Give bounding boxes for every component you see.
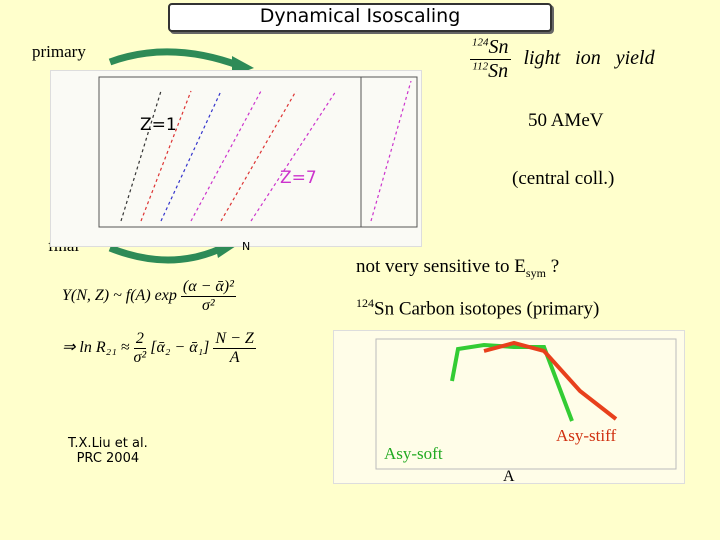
reference: T.X.Liu et al. PRC 2004 <box>68 436 148 466</box>
element: Sn <box>488 36 509 58</box>
denominator: A <box>229 349 240 366</box>
ratio-text: light ion yield <box>523 47 655 70</box>
asy-soft-label: Asy-soft <box>384 444 443 463</box>
x-axis-label: A <box>503 468 515 485</box>
mass: 124 <box>356 296 374 310</box>
bottom-chart-title: 124Sn Carbon isotopes (primary) <box>356 296 599 320</box>
bottom-plot <box>375 338 677 470</box>
z-low: Z=1 <box>140 115 177 135</box>
denominator: σ² <box>202 297 215 314</box>
subscript: sym <box>525 265 546 280</box>
mass: 112 <box>472 60 489 73</box>
asy-stiff-label: Asy-stiff <box>556 426 617 445</box>
asy-soft-line <box>450 342 574 422</box>
title: Sn Carbon isotopes (primary) <box>374 298 600 320</box>
mass: 124 <box>472 36 489 49</box>
x-axis-label: N <box>242 240 251 253</box>
fit-lines <box>120 80 412 222</box>
frame <box>360 76 418 228</box>
lhs: Y(N, Z) ~ f(A) exp <box>62 287 177 305</box>
alpha: [ᾱ₂ − ᾱ₁] <box>150 339 210 357</box>
figure-plot <box>98 76 418 228</box>
frame <box>375 338 677 470</box>
text: not very sensitive to E <box>356 256 526 277</box>
sensitivity: not very sensitive to Esym ? <box>356 256 559 281</box>
z-high: Z=7 <box>280 168 317 188</box>
lhs: ⇒ ln R₂₁ ≈ <box>62 339 130 357</box>
numerator: (α − ᾱ)² <box>180 278 236 297</box>
bottom-chart <box>333 330 685 484</box>
asy-stiff-line <box>483 340 618 421</box>
authors: T.X.Liu et al. <box>68 436 148 451</box>
energy: 50 AMeV <box>528 110 604 131</box>
journal: PRC 2004 <box>76 451 140 466</box>
suffix: ? <box>545 256 560 277</box>
arrow <box>108 244 224 264</box>
label-primary: primary <box>32 42 86 61</box>
isoscaling-figure <box>50 70 422 247</box>
element: Sn <box>488 60 509 82</box>
formula-yield: Y(N, Z) ~ f(A) exp (α − ᾱ)² σ² <box>62 278 236 315</box>
ratio: 124Sn 112Sn <box>470 36 511 83</box>
denominator: σ² <box>133 349 147 366</box>
arrow <box>108 48 242 70</box>
collision: (central coll.) <box>512 168 615 189</box>
numerator: 2 <box>133 330 146 349</box>
numerator: N − Z <box>213 330 256 349</box>
slide-title: Dynamical Isoscaling <box>168 3 552 32</box>
